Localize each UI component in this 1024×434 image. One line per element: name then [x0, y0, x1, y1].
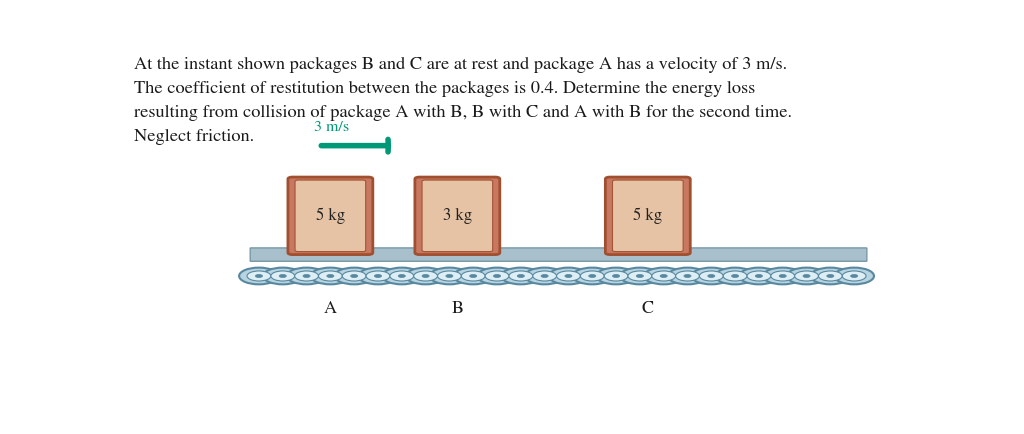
Circle shape: [723, 271, 748, 281]
Circle shape: [803, 274, 810, 277]
Circle shape: [842, 271, 866, 281]
Circle shape: [263, 268, 303, 284]
Circle shape: [240, 268, 279, 284]
Circle shape: [255, 274, 262, 277]
Circle shape: [668, 268, 708, 284]
Circle shape: [295, 271, 318, 281]
Circle shape: [280, 274, 287, 277]
Text: C: C: [642, 301, 653, 317]
Circle shape: [581, 271, 604, 281]
Circle shape: [835, 268, 874, 284]
FancyBboxPatch shape: [295, 180, 366, 252]
Text: Neglect friction.: Neglect friction.: [134, 129, 255, 145]
Circle shape: [652, 271, 676, 281]
Circle shape: [715, 268, 755, 284]
Circle shape: [660, 274, 668, 277]
Circle shape: [501, 268, 541, 284]
Circle shape: [795, 271, 818, 281]
Circle shape: [477, 268, 517, 284]
Circle shape: [644, 268, 684, 284]
Text: 5 kg: 5 kg: [633, 207, 663, 224]
Text: 3 m/s: 3 m/s: [314, 121, 349, 134]
Text: The coefficient of restitution between the packages is 0.4. Determine the energy: The coefficient of restitution between t…: [134, 81, 756, 97]
Circle shape: [382, 268, 422, 284]
FancyBboxPatch shape: [250, 248, 867, 261]
Circle shape: [532, 271, 557, 281]
Circle shape: [549, 268, 589, 284]
Circle shape: [628, 271, 652, 281]
Circle shape: [851, 274, 858, 277]
Circle shape: [398, 274, 406, 277]
FancyBboxPatch shape: [288, 177, 373, 255]
Text: At the instant shown packages B and C are at rest and package A has a velocity o: At the instant shown packages B and C ar…: [134, 57, 787, 73]
Circle shape: [708, 274, 715, 277]
Circle shape: [612, 274, 620, 277]
Circle shape: [731, 274, 738, 277]
Circle shape: [826, 274, 834, 277]
FancyBboxPatch shape: [612, 180, 683, 252]
Circle shape: [786, 268, 826, 284]
Circle shape: [406, 268, 445, 284]
Circle shape: [342, 271, 367, 281]
Circle shape: [367, 271, 390, 281]
Circle shape: [445, 274, 453, 277]
Circle shape: [334, 268, 374, 284]
Circle shape: [756, 274, 763, 277]
Circle shape: [422, 274, 429, 277]
Circle shape: [691, 268, 731, 284]
Circle shape: [557, 271, 581, 281]
FancyBboxPatch shape: [415, 177, 500, 255]
Circle shape: [310, 268, 350, 284]
Circle shape: [494, 274, 501, 277]
Circle shape: [589, 274, 596, 277]
Circle shape: [779, 274, 786, 277]
Circle shape: [676, 271, 699, 281]
Text: 5 kg: 5 kg: [315, 207, 345, 224]
Circle shape: [318, 271, 342, 281]
Circle shape: [358, 268, 398, 284]
Circle shape: [811, 268, 850, 284]
Text: 3 kg: 3 kg: [442, 208, 472, 224]
Circle shape: [270, 271, 295, 281]
Circle shape: [327, 274, 334, 277]
Circle shape: [517, 274, 524, 277]
Circle shape: [596, 268, 636, 284]
Circle shape: [604, 271, 628, 281]
Circle shape: [739, 268, 779, 284]
Circle shape: [462, 271, 485, 281]
Text: B: B: [452, 301, 463, 317]
Circle shape: [572, 268, 612, 284]
FancyBboxPatch shape: [605, 177, 690, 255]
Circle shape: [287, 268, 327, 284]
Circle shape: [684, 274, 691, 277]
Circle shape: [390, 271, 414, 281]
Circle shape: [525, 268, 564, 284]
Circle shape: [303, 274, 310, 277]
Circle shape: [748, 271, 771, 281]
Circle shape: [771, 271, 795, 281]
Circle shape: [350, 274, 357, 277]
Circle shape: [414, 271, 437, 281]
Circle shape: [763, 268, 803, 284]
Circle shape: [509, 271, 532, 281]
Circle shape: [541, 274, 548, 277]
Circle shape: [375, 274, 382, 277]
Circle shape: [437, 271, 461, 281]
Circle shape: [430, 268, 469, 284]
Circle shape: [247, 271, 270, 281]
Circle shape: [485, 271, 509, 281]
Circle shape: [621, 268, 659, 284]
Text: resulting from collision of package A with B, B with C and A with B for the seco: resulting from collision of package A wi…: [134, 105, 793, 121]
FancyBboxPatch shape: [422, 180, 493, 252]
Circle shape: [454, 268, 494, 284]
Circle shape: [636, 274, 643, 277]
Circle shape: [470, 274, 477, 277]
Circle shape: [818, 271, 842, 281]
Text: A: A: [324, 301, 337, 317]
Circle shape: [699, 271, 723, 281]
Circle shape: [565, 274, 572, 277]
